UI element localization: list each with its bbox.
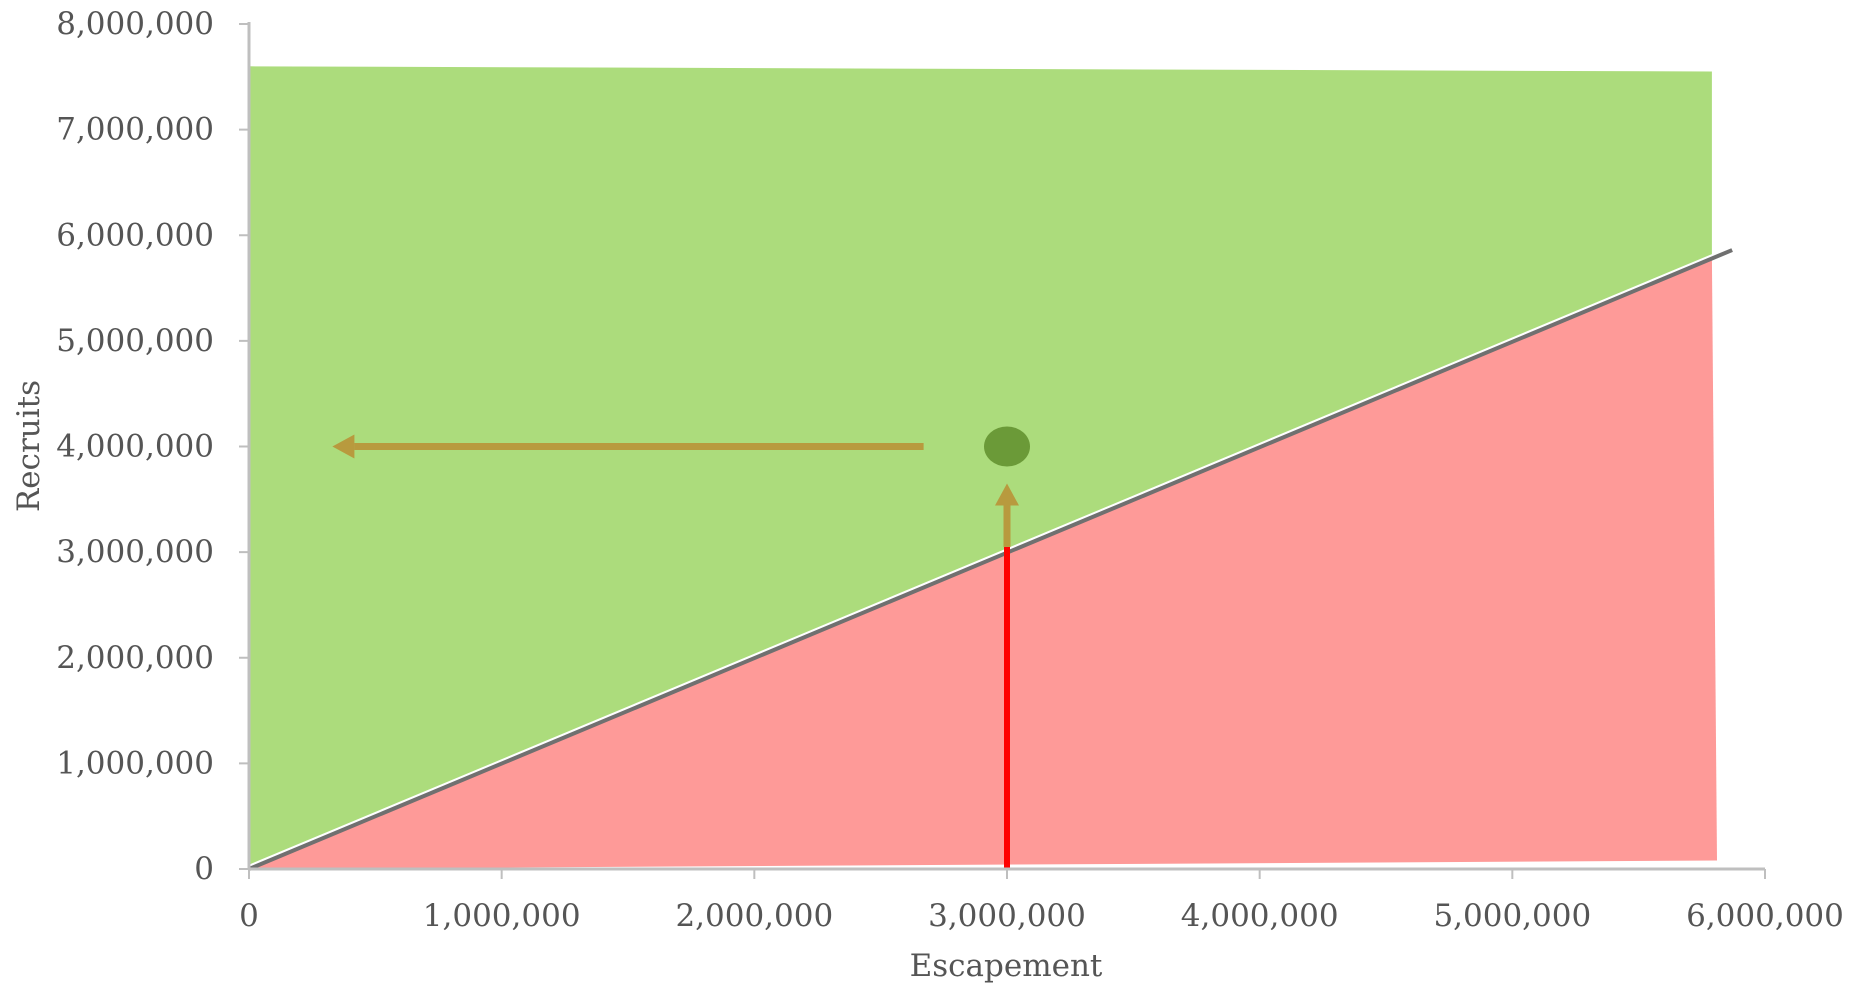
y-tick-label: 6,000,000	[56, 217, 214, 253]
y-axis-title: Recruits	[11, 380, 47, 512]
x-axis-title: Escapement	[910, 948, 1103, 984]
y-tick-label: 5,000,000	[56, 323, 214, 359]
y-tick-label: 0	[194, 851, 214, 887]
above-replacement-region	[249, 66, 1712, 870]
replacement-line-highlight	[248, 245, 1733, 868]
axis-layer: 0 1,000,000 2,000,000 3,000,000 4,000,000 5,0…	[56, 6, 1844, 934]
x-tick-label: 0	[239, 898, 259, 934]
replacement-line	[248, 248, 1733, 871]
y-tick-label: 7,000,000	[56, 112, 214, 148]
x-tick-label: 4,000,000	[1181, 898, 1339, 934]
y-tick-label: 3,000,000	[56, 534, 214, 570]
x-tick-label: 5,000,000	[1433, 898, 1591, 934]
y-tick-label: 2,000,000	[56, 640, 214, 676]
up-arrow-head	[995, 483, 1019, 506]
x-tick-label: 1,000,000	[423, 898, 581, 934]
plot-layer	[248, 66, 1733, 871]
x-tick-label: 2,000,000	[675, 898, 833, 934]
y-tick-label: 8,000,000	[56, 6, 214, 42]
x-tick-label: 3,000,000	[928, 898, 1086, 934]
x-tick-label: 6,000,000	[1686, 898, 1844, 934]
y-tick-label: 1,000,000	[56, 745, 214, 781]
left-arrow-head	[332, 434, 355, 459]
stock-recruit-point	[984, 426, 1030, 467]
y-tick-label: 4,000,000	[56, 429, 214, 465]
